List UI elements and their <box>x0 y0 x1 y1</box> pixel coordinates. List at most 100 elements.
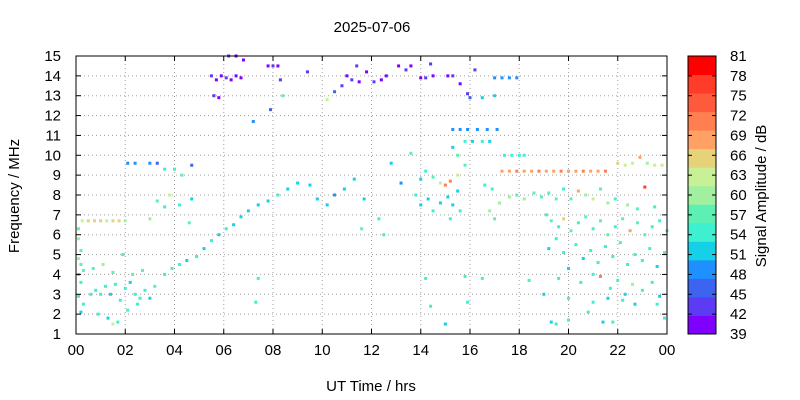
data-point <box>256 276 260 280</box>
data-point <box>635 207 639 211</box>
colorbar-tick-label: 63 <box>730 167 747 184</box>
data-point <box>640 259 644 263</box>
colorbar-segment <box>688 74 716 94</box>
data-point <box>658 219 662 223</box>
data-point <box>515 169 519 173</box>
colorbar-segment <box>688 241 716 261</box>
data-point <box>591 272 595 276</box>
data-point <box>589 249 593 253</box>
data-point <box>458 127 462 131</box>
data-point <box>86 219 90 223</box>
data-point <box>443 183 447 187</box>
data-point <box>576 221 580 225</box>
data-point <box>389 161 393 165</box>
data-point <box>121 253 125 257</box>
data-point <box>483 183 487 187</box>
data-point <box>308 183 312 187</box>
data-point <box>399 181 403 185</box>
data-point <box>584 215 588 219</box>
data-point <box>345 74 349 78</box>
y-tick-label: 2 <box>53 306 61 323</box>
data-point <box>438 181 442 185</box>
data-point <box>426 197 430 201</box>
y-tick-label: 14 <box>44 68 61 85</box>
data-point <box>458 82 462 86</box>
data-point <box>599 274 603 278</box>
data-point <box>631 282 635 286</box>
x-tick-label: 14 <box>412 342 429 359</box>
data-point <box>96 312 100 316</box>
data-point <box>485 127 489 131</box>
data-point <box>443 322 447 326</box>
data-point <box>424 169 428 173</box>
data-point <box>352 177 356 181</box>
data-point <box>89 292 93 296</box>
data-point <box>113 282 117 286</box>
colorbar-segment <box>688 130 716 150</box>
data-point <box>498 201 502 205</box>
data-point <box>325 98 329 102</box>
data-point <box>530 169 534 173</box>
data-point <box>470 139 474 143</box>
data-point <box>596 169 600 173</box>
colorbar-tick-label: 69 <box>730 127 747 144</box>
data-point <box>451 74 455 78</box>
y-tick-label: 3 <box>53 286 61 303</box>
data-point <box>342 187 346 191</box>
data-point <box>522 169 526 173</box>
data-point <box>480 139 484 143</box>
data-point <box>202 247 206 251</box>
data-point <box>362 197 366 201</box>
data-point <box>168 193 172 197</box>
data-point <box>569 197 573 201</box>
data-point <box>446 74 450 78</box>
data-point <box>76 237 80 241</box>
data-point <box>643 185 647 189</box>
data-point <box>305 70 309 74</box>
data-point <box>138 296 142 300</box>
data-point <box>111 219 115 223</box>
data-point <box>106 316 110 320</box>
data-point <box>372 80 376 84</box>
data-point <box>613 197 617 201</box>
data-point <box>549 320 553 324</box>
data-point <box>190 163 194 167</box>
data-point <box>153 284 157 288</box>
data-point <box>431 74 435 78</box>
data-point <box>554 322 558 326</box>
data-point <box>126 308 130 312</box>
data-point <box>224 227 228 231</box>
data-point <box>613 225 617 229</box>
data-point <box>170 266 174 270</box>
data-point <box>579 280 583 284</box>
data-point <box>466 92 470 96</box>
data-point <box>143 288 147 292</box>
data-point <box>616 161 620 165</box>
x-tick-label: 00 <box>68 342 85 359</box>
colorbar-segment <box>688 278 716 298</box>
data-point <box>584 193 588 197</box>
data-point <box>325 203 329 207</box>
colorbar-segment <box>688 204 716 224</box>
data-point <box>515 76 519 80</box>
data-point <box>409 64 413 68</box>
data-point <box>79 310 83 314</box>
data-point <box>185 259 189 263</box>
data-point <box>429 62 433 66</box>
data-point <box>495 127 499 131</box>
colorbar-segment <box>688 185 716 205</box>
colorbar-tick-label: 51 <box>730 247 747 264</box>
data-point <box>567 266 570 270</box>
data-point <box>234 74 238 78</box>
data-point <box>655 302 659 306</box>
x-tick-label: 04 <box>166 342 183 359</box>
data-point <box>79 263 83 266</box>
data-point <box>232 223 236 227</box>
y-tick-label: 11 <box>45 127 61 144</box>
colorbar-tick-label: 54 <box>730 227 747 244</box>
data-point <box>466 127 470 131</box>
data-point <box>507 76 511 80</box>
y-tick-label: 6 <box>53 227 61 244</box>
colorbar-tick-label: 78 <box>730 68 747 85</box>
